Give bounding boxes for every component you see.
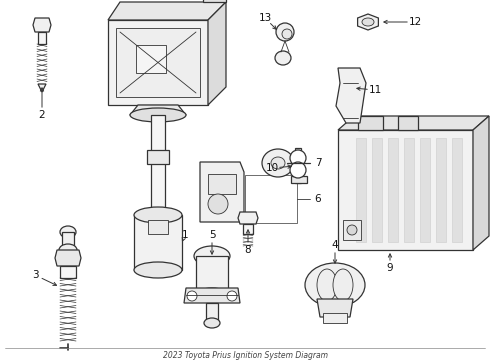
Text: 3: 3 — [32, 270, 38, 280]
Polygon shape — [291, 176, 307, 183]
Ellipse shape — [362, 18, 374, 26]
Bar — [388, 138, 398, 242]
Ellipse shape — [59, 244, 77, 256]
Polygon shape — [130, 105, 186, 115]
Text: 2: 2 — [39, 110, 45, 120]
Text: 4: 4 — [332, 240, 338, 250]
Text: 6: 6 — [315, 194, 321, 204]
Ellipse shape — [194, 246, 230, 266]
Ellipse shape — [204, 318, 220, 328]
Polygon shape — [317, 299, 353, 317]
Text: 9: 9 — [387, 263, 393, 273]
Polygon shape — [338, 116, 489, 130]
Ellipse shape — [275, 51, 291, 65]
Ellipse shape — [276, 23, 294, 41]
Ellipse shape — [208, 194, 228, 214]
Polygon shape — [33, 18, 51, 32]
Bar — [356, 138, 366, 242]
Polygon shape — [200, 162, 244, 222]
Polygon shape — [38, 84, 46, 92]
Bar — [147, 150, 169, 164]
Polygon shape — [295, 148, 301, 183]
Text: 13: 13 — [258, 13, 271, 23]
Bar — [420, 138, 430, 242]
Bar — [436, 138, 446, 242]
Text: 11: 11 — [368, 85, 382, 95]
Text: 10: 10 — [266, 163, 278, 173]
Bar — [196, 256, 228, 294]
Polygon shape — [336, 68, 366, 123]
Text: 12: 12 — [408, 17, 421, 27]
Polygon shape — [203, 0, 226, 2]
Ellipse shape — [333, 269, 353, 301]
Bar — [208, 174, 236, 194]
Bar — [338, 130, 473, 250]
Ellipse shape — [187, 291, 197, 301]
Bar — [398, 116, 418, 130]
Bar — [60, 266, 76, 278]
Bar — [134, 215, 182, 270]
Bar — [358, 116, 383, 130]
Polygon shape — [55, 250, 81, 266]
Polygon shape — [358, 14, 378, 30]
Ellipse shape — [60, 226, 76, 238]
Bar — [116, 28, 200, 97]
Ellipse shape — [271, 157, 285, 169]
Bar — [108, 20, 208, 105]
Ellipse shape — [317, 269, 337, 301]
Polygon shape — [108, 2, 226, 20]
Ellipse shape — [134, 262, 182, 278]
Ellipse shape — [282, 29, 292, 39]
Bar — [38, 32, 46, 44]
Bar — [206, 303, 218, 323]
Bar — [136, 45, 166, 73]
Text: 2023 Toyota Prius Ignition System Diagram: 2023 Toyota Prius Ignition System Diagra… — [163, 351, 327, 360]
Bar — [243, 224, 253, 234]
Ellipse shape — [347, 225, 357, 235]
Text: 7: 7 — [315, 158, 321, 168]
Bar — [151, 115, 165, 215]
Ellipse shape — [130, 108, 186, 122]
Polygon shape — [208, 2, 226, 105]
Text: 1: 1 — [182, 230, 188, 240]
Polygon shape — [473, 116, 489, 250]
Bar — [148, 220, 168, 234]
Polygon shape — [238, 212, 258, 224]
Ellipse shape — [196, 288, 228, 300]
Ellipse shape — [262, 149, 294, 177]
Ellipse shape — [290, 162, 306, 178]
Bar — [62, 232, 74, 250]
Bar — [323, 313, 347, 323]
Ellipse shape — [134, 207, 182, 223]
Polygon shape — [184, 288, 240, 303]
Text: 8: 8 — [245, 245, 251, 255]
Bar — [245, 175, 297, 223]
Bar — [343, 220, 361, 240]
Bar — [372, 138, 382, 242]
Ellipse shape — [227, 291, 237, 301]
Text: 5: 5 — [209, 230, 215, 240]
Bar — [404, 138, 414, 242]
Ellipse shape — [290, 150, 306, 166]
Bar — [452, 138, 462, 242]
Ellipse shape — [305, 263, 365, 307]
